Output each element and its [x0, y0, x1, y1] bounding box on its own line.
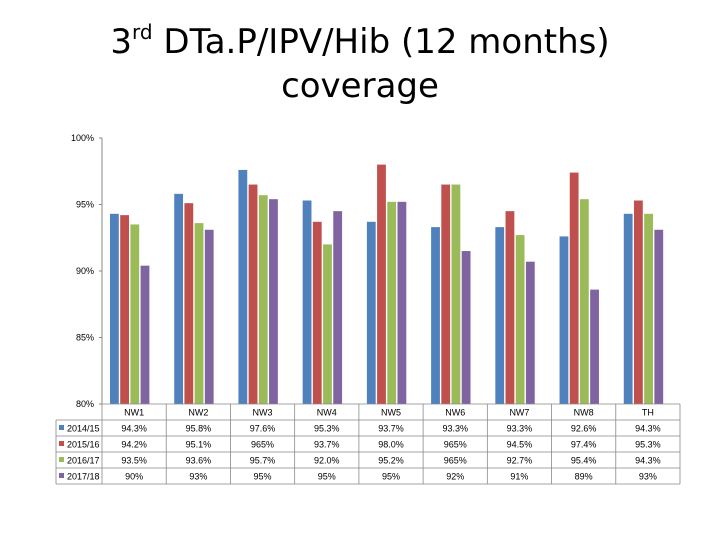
data-label: 93.7% [314, 440, 340, 450]
data-label: 94.5% [507, 440, 533, 450]
data-label: 95.8% [186, 424, 212, 434]
bar-2014-15-NW2 [174, 193, 184, 404]
data-label: 95.2% [378, 456, 404, 466]
bar-2017-18-NW2 [204, 229, 214, 404]
legend-key [59, 425, 64, 430]
bar-2016-17-NW7 [515, 235, 525, 404]
data-label: 94.3% [635, 424, 661, 434]
bar-2015-16-NW2 [184, 203, 194, 404]
data-label: 93% [639, 472, 657, 482]
legend-key [59, 441, 64, 446]
bar-2017-18-NW5 [397, 201, 407, 404]
legend-label: 2015/16 [67, 440, 100, 450]
category-label: NW3 [253, 408, 273, 418]
bar-2014-15-NW4 [302, 200, 312, 404]
data-label: 92.0% [314, 456, 340, 466]
data-label: 965% [251, 440, 274, 450]
data-label: 94.3% [121, 424, 147, 434]
chart-title-line2: coverage [281, 66, 439, 106]
bar-2014-15-NW8 [559, 236, 569, 404]
data-label: 965% [444, 440, 467, 450]
data-label: 95% [318, 472, 336, 482]
category-label: NW5 [381, 408, 401, 418]
legend-key [59, 457, 64, 462]
data-label: 95% [382, 472, 400, 482]
data-label: 95% [254, 472, 272, 482]
bar-2015-16-NW3 [248, 184, 258, 404]
bar-2015-16-NW7 [505, 211, 515, 404]
data-label: 90% [125, 472, 143, 482]
legend-label: 2017/18 [67, 472, 100, 482]
bar-2015-16-TH [633, 200, 643, 404]
bar-2016-17-NW8 [579, 199, 589, 404]
bar-2017-18-NW1 [140, 265, 150, 404]
data-label: 92.6% [571, 424, 597, 434]
bar-2015-16-NW8 [569, 172, 579, 404]
bar-2016-17-NW2 [194, 223, 204, 404]
category-label: NW7 [509, 408, 529, 418]
data-label: 89% [575, 472, 593, 482]
chart-title-line1: 3rd DTa.P/IPV/Hib (12 months) [110, 20, 610, 62]
data-label: 91% [510, 472, 528, 482]
data-label: 965% [444, 456, 467, 466]
data-label: 94.3% [635, 456, 661, 466]
legend-label: 2014/15 [67, 424, 100, 434]
data-label: 97.6% [250, 424, 276, 434]
legend-key [59, 473, 64, 478]
data-label: 94.2% [121, 440, 147, 450]
bar-2014-15-NW6 [431, 227, 440, 404]
category-label: NW6 [445, 408, 465, 418]
y-tick-label: 85% [76, 333, 94, 343]
bar-2014-15-NW7 [495, 227, 505, 404]
bar-2015-16-NW4 [312, 221, 322, 404]
data-label: 93.7% [378, 424, 404, 434]
data-label: 92.7% [507, 456, 533, 466]
bar-2017-18-TH [654, 229, 664, 404]
bar-2016-17-NW4 [323, 244, 332, 404]
y-tick-label: 100% [71, 133, 94, 143]
bar-2017-18-NW4 [333, 211, 343, 404]
data-label: 95.1% [186, 440, 212, 450]
data-label: 93.3% [507, 424, 533, 434]
y-tick-label: 80% [76, 399, 94, 409]
bar-2014-15-TH [623, 213, 633, 404]
data-label: 93.6% [186, 456, 212, 466]
bar-2014-15-NW1 [110, 213, 119, 404]
y-tick-label: 90% [76, 266, 94, 276]
category-label: NW1 [124, 408, 144, 418]
data-label: 93% [189, 472, 207, 482]
data-label: 92% [446, 472, 464, 482]
data-label: 93.5% [121, 456, 147, 466]
bar-2015-16-NW6 [441, 184, 451, 404]
bar-2017-18-NW8 [590, 289, 599, 404]
data-label: 98.0% [378, 440, 404, 450]
bar-2016-17-NW1 [130, 224, 140, 404]
data-label: 93.3% [442, 424, 468, 434]
legend-label: 2016/17 [67, 456, 100, 466]
bar-2016-17-NW3 [258, 195, 268, 404]
bar-2017-18-NW3 [269, 199, 278, 404]
category-label: TH [642, 408, 654, 418]
data-label: 95.3% [314, 424, 340, 434]
chart-title: 3rd DTa.P/IPV/Hib (12 months) coverage [0, 20, 720, 108]
category-label: NW2 [188, 408, 208, 418]
category-label: NW4 [317, 408, 337, 418]
bar-2017-18-NW7 [525, 261, 535, 404]
bar-2016-17-NW5 [387, 201, 397, 404]
bar-2014-15-NW5 [366, 221, 376, 404]
bar-2016-17-NW6 [451, 184, 461, 404]
bar-2015-16-NW5 [377, 164, 386, 404]
data-label: 95.3% [635, 440, 661, 450]
data-label: 95.7% [250, 456, 276, 466]
bar-2014-15-NW3 [238, 169, 248, 404]
bar-2015-16-NW1 [120, 215, 129, 404]
category-label: NW8 [574, 408, 594, 418]
data-label: 97.4% [571, 440, 597, 450]
y-tick-label: 95% [76, 200, 94, 210]
bar-2017-18-NW6 [461, 251, 471, 404]
bar-2016-17-TH [644, 213, 653, 404]
data-label: 95.4% [571, 456, 597, 466]
